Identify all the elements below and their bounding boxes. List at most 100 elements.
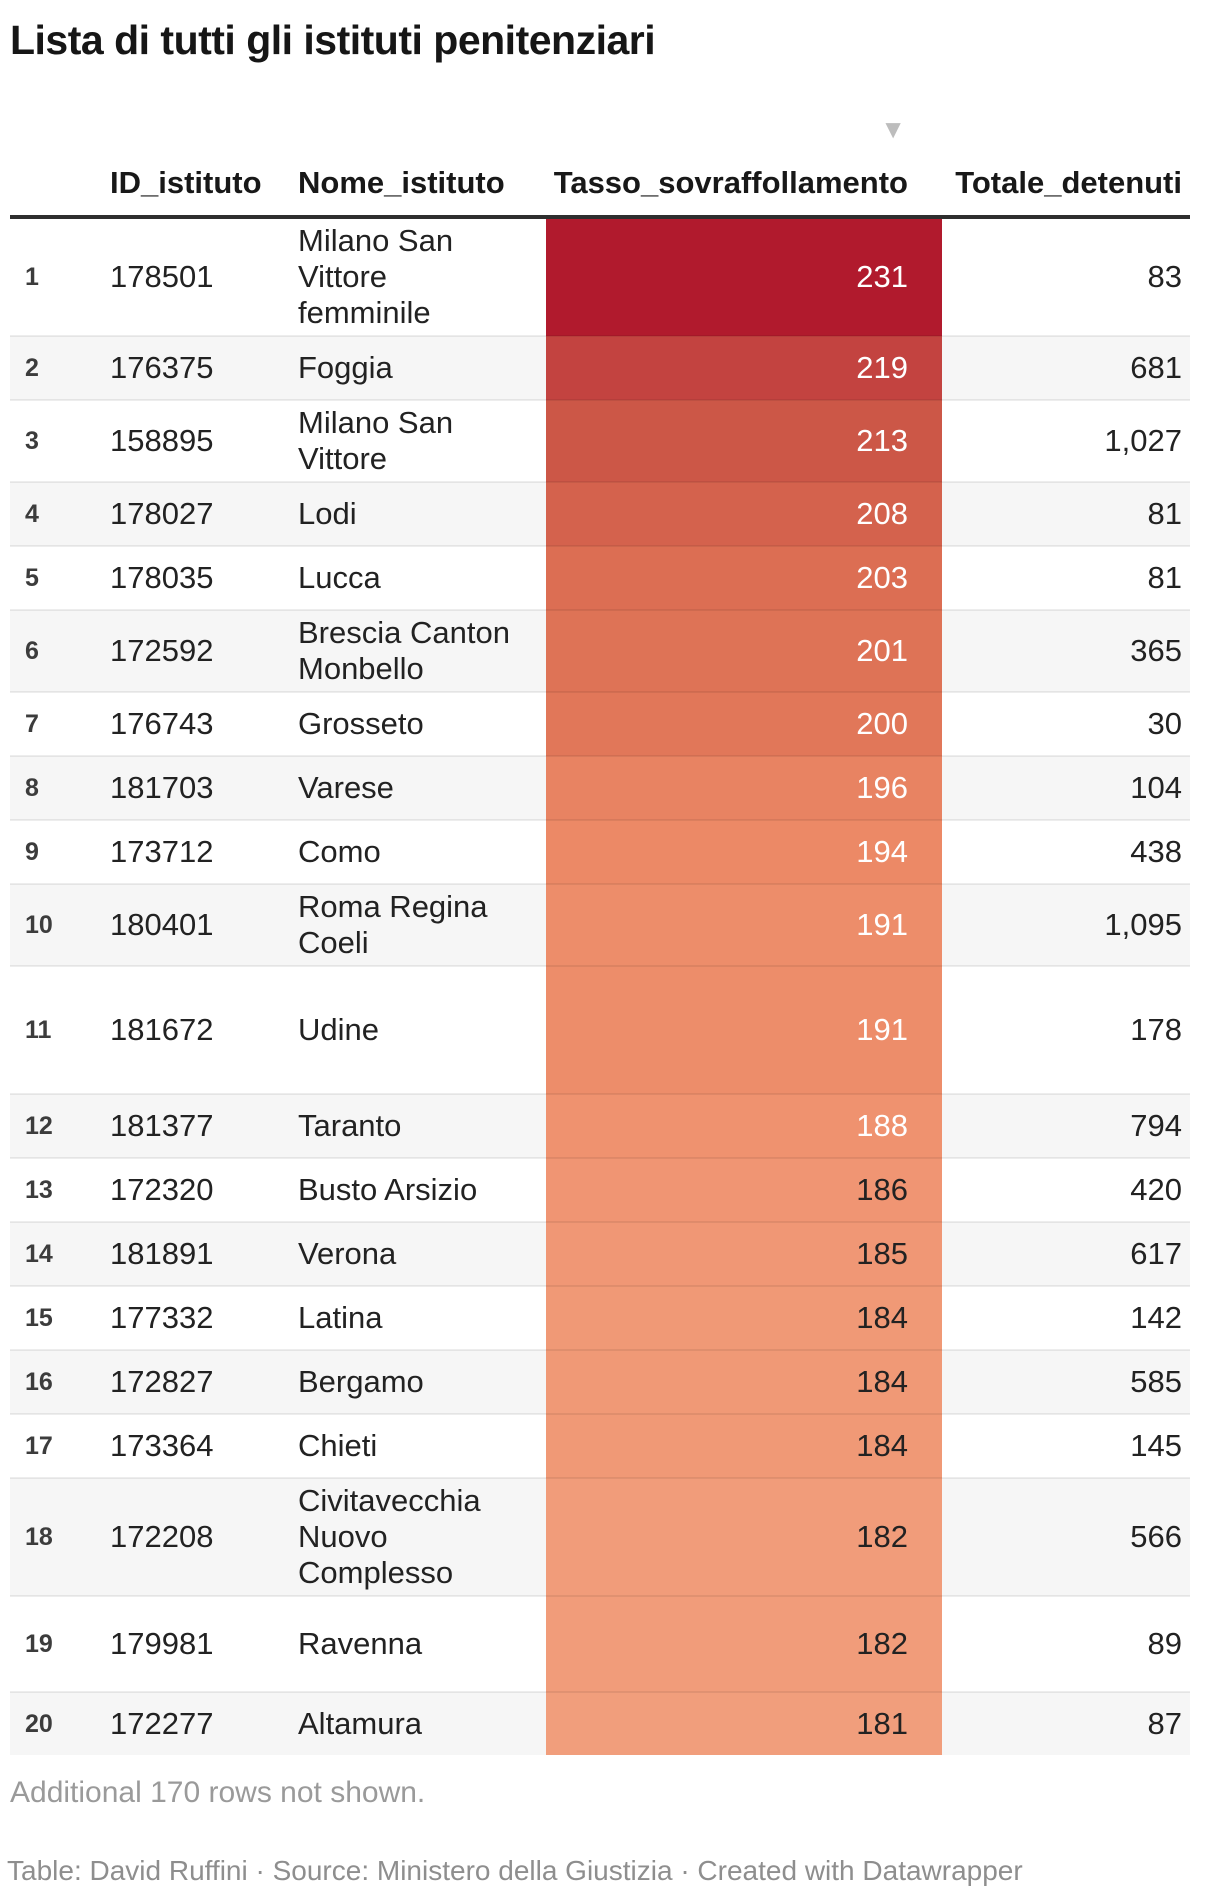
table-row: 1 178501 Milano San Vittore femminile 231 83 bbox=[10, 217, 1190, 336]
cell-id: 181377 bbox=[110, 1093, 298, 1158]
cell-total: 585 bbox=[942, 1349, 1190, 1414]
cell-rate: 184 bbox=[546, 1285, 942, 1350]
row-number: 12 bbox=[10, 1093, 110, 1158]
cell-total: 681 bbox=[942, 335, 1190, 400]
cell-name: Foggia bbox=[298, 335, 546, 400]
cell-id: 180401 bbox=[110, 883, 298, 966]
table-row: 20 172277 Altamura 181 87 bbox=[10, 1691, 1190, 1755]
cell-id: 172320 bbox=[110, 1157, 298, 1222]
table-row: 19 179981 Ravenna 182 89 bbox=[10, 1595, 1190, 1692]
cell-name: Udine bbox=[298, 965, 546, 1094]
row-number: 1 bbox=[25, 263, 39, 291]
cell-rate: 196 bbox=[546, 755, 942, 820]
table-row: 13 172320 Busto Arsizio 186 420 bbox=[10, 1157, 1190, 1222]
cell-id: 181703 bbox=[110, 755, 298, 820]
cell-total: 81 bbox=[942, 545, 1190, 610]
data-table: ID_istituto Nome_istituto ▼ Tasso_sovraf… bbox=[10, 64, 1190, 1755]
table-row: 3 158895 Milano San Vittore 213 1,027 bbox=[10, 399, 1190, 482]
cell-name: Chieti bbox=[298, 1413, 546, 1478]
cell-rate: 191 bbox=[546, 965, 942, 1094]
cell-total: 145 bbox=[942, 1413, 1190, 1478]
cell-total: 1,027 bbox=[942, 399, 1190, 482]
cell-id: 181672 bbox=[110, 965, 298, 1094]
cell-id: 172592 bbox=[110, 609, 298, 692]
cell-total: 87 bbox=[942, 1691, 1190, 1755]
cell-rate: 182 bbox=[546, 1477, 942, 1596]
cell-rate: 188 bbox=[546, 1093, 942, 1158]
table-row: 17 173364 Chieti 184 145 bbox=[10, 1413, 1190, 1478]
table-row: 4 178027 Lodi 208 81 bbox=[10, 481, 1190, 546]
cell-total: 438 bbox=[942, 819, 1190, 884]
page-title: Lista di tutti gli istituti penitenziari bbox=[10, 17, 656, 63]
table-row: 10 180401 Roma Regina Coeli 191 1,095 bbox=[10, 883, 1190, 966]
cell-id: 158895 bbox=[110, 399, 298, 482]
row-number: 7 bbox=[10, 691, 110, 756]
cell-total: 81 bbox=[942, 481, 1190, 546]
cell-total: 566 bbox=[942, 1477, 1190, 1596]
cell-id: 176375 bbox=[110, 335, 298, 400]
cell-rate: 231 bbox=[546, 217, 942, 336]
row-number: 20 bbox=[10, 1691, 110, 1755]
cell-name: Milano San Vittore bbox=[298, 399, 546, 482]
row-number: 4 bbox=[10, 481, 110, 546]
column-header-totale-detenuti[interactable]: Totale_detenuti bbox=[942, 64, 1190, 219]
cell-id: 178501 bbox=[110, 259, 214, 294]
triangle-down-icon: ▼ bbox=[880, 114, 906, 144]
cell-id: 177332 bbox=[110, 1285, 298, 1350]
cell-id: 181891 bbox=[110, 1221, 298, 1286]
row-number: 9 bbox=[10, 819, 110, 884]
cell-id: 172827 bbox=[110, 1349, 298, 1414]
cell-rate: 186 bbox=[546, 1157, 942, 1222]
row-number: 15 bbox=[10, 1285, 110, 1350]
table-row: 15 177332 Latina 184 142 bbox=[10, 1285, 1190, 1350]
cell-total: 420 bbox=[942, 1157, 1190, 1222]
row-number: 2 bbox=[10, 335, 110, 400]
table-row: 14 181891 Verona 185 617 bbox=[10, 1221, 1190, 1286]
additional-rows-note: Additional 170 rows not shown. bbox=[10, 1776, 426, 1809]
cell-rate: 201 bbox=[546, 609, 942, 692]
cell-id: 172208 bbox=[110, 1477, 298, 1596]
row-number: 5 bbox=[10, 545, 110, 610]
cell-name: Bergamo bbox=[298, 1349, 546, 1414]
cell-rate: 182 bbox=[546, 1595, 942, 1692]
table-header: ID_istituto Nome_istituto ▼ Tasso_sovraf… bbox=[10, 64, 1190, 219]
cell-name: Altamura bbox=[298, 1691, 546, 1755]
cell-total: 30 bbox=[942, 691, 1190, 756]
column-header-nome-istituto[interactable]: Nome_istituto bbox=[298, 64, 546, 219]
cell-rate: 181 bbox=[546, 1691, 942, 1755]
cell-id: 172277 bbox=[110, 1691, 298, 1755]
cell-total: 365 bbox=[942, 609, 1190, 692]
row-number: 14 bbox=[10, 1221, 110, 1286]
cell-id: 178027 bbox=[110, 481, 298, 546]
column-header-tasso-sovraffollamento[interactable]: ▼ Tasso_sovraffollamento bbox=[546, 64, 942, 219]
row-number: 10 bbox=[10, 883, 110, 966]
cell-rate: 203 bbox=[546, 545, 942, 610]
cell-rate: 219 bbox=[546, 335, 942, 400]
cell-total: 1,095 bbox=[942, 883, 1190, 966]
cell-name: Civitavecchia Nuovo Complesso bbox=[298, 1477, 546, 1596]
row-number: 17 bbox=[10, 1413, 110, 1478]
table-row: 5 178035 Lucca 203 81 bbox=[10, 545, 1190, 610]
table-row: 18 172208 Civitavecchia Nuovo Complesso 182… bbox=[10, 1477, 1190, 1596]
table-body: 1 178501 Milano San Vittore femminile 231 8 3… bbox=[10, 217, 1190, 1755]
row-number: 6 bbox=[10, 609, 110, 692]
cell-rate: 185 bbox=[546, 1221, 942, 1286]
cell-id: 176743 bbox=[110, 691, 298, 756]
column-header-id-istituto[interactable]: ID_istituto bbox=[110, 64, 298, 219]
table-row: 16 172827 Bergamo 184 585 bbox=[10, 1349, 1190, 1414]
row-number: 11 bbox=[10, 965, 110, 1094]
cell-name: Milano San Vittore femminile bbox=[298, 223, 454, 330]
row-number: 8 bbox=[10, 755, 110, 820]
column-header-label: Tasso_sovraffollamento bbox=[553, 165, 908, 200]
cell-total: 794 bbox=[942, 1093, 1190, 1158]
cell-total: 178 bbox=[942, 965, 1190, 1094]
cell-rate: 200 bbox=[546, 691, 942, 756]
row-number: 3 bbox=[10, 399, 110, 482]
cell-total: 104 bbox=[942, 755, 1190, 820]
cell-id: 178035 bbox=[110, 545, 298, 610]
row-number: 16 bbox=[10, 1349, 110, 1414]
cell-rate: 213 bbox=[546, 399, 942, 482]
cell-rate: 191 bbox=[546, 883, 942, 966]
cell-rate: 208 bbox=[546, 481, 942, 546]
cell-total: 142 bbox=[942, 1285, 1190, 1350]
